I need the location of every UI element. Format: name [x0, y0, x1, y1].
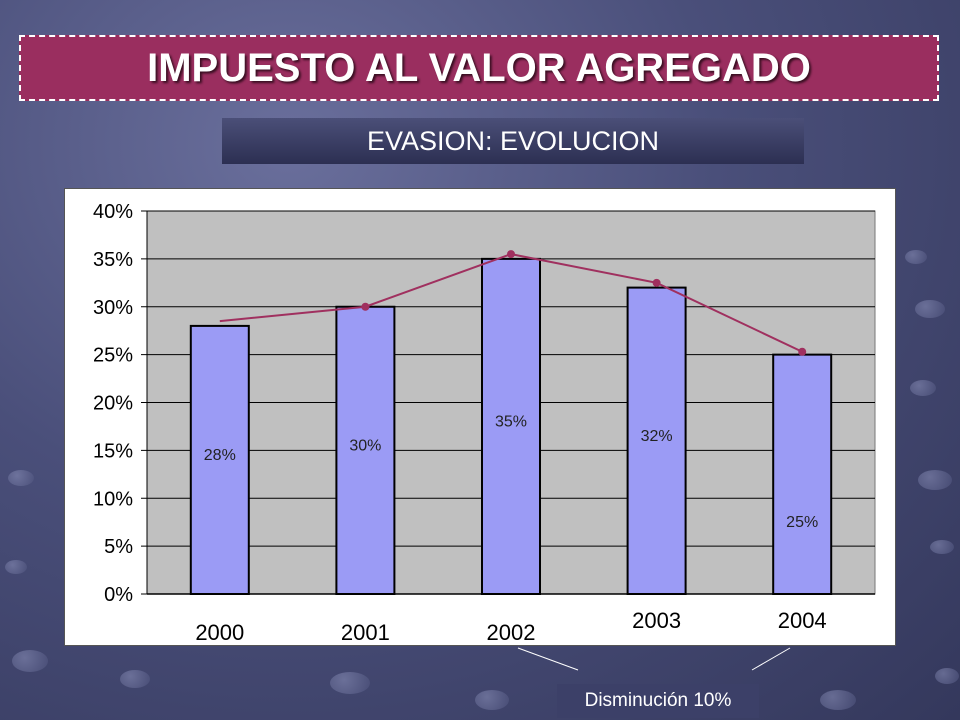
trend-point	[652, 278, 661, 287]
trend-point	[507, 250, 515, 259]
bar-2001	[335, 305, 396, 595]
bar-2004	[772, 353, 833, 595]
y-tick-label: 10%	[93, 488, 133, 510]
decor-bubble	[905, 250, 927, 264]
decor-bubble	[820, 690, 856, 710]
evasion-chart: 0% 5% 10% 15% 20% 25% 30% 35% 40% 28% 2000 30% 2001 3…	[93, 201, 876, 645]
y-tick-label: 0%	[104, 584, 133, 606]
decor-bubble	[5, 560, 27, 574]
x-tick-label: 2004	[778, 608, 827, 633]
y-tick-label: 15%	[93, 440, 133, 462]
decor-bubble	[935, 668, 959, 684]
x-tick-label: 2000	[195, 620, 244, 645]
trend-point	[361, 302, 370, 311]
slide-subtitle: EVASION: EVOLUCION	[222, 118, 804, 164]
decor-bubble	[910, 380, 936, 396]
decor-bubble	[8, 470, 34, 486]
decor-bubble	[475, 690, 509, 710]
decor-bubble	[915, 300, 945, 318]
note-badge: Disminución 10%	[557, 684, 759, 718]
y-tick-label: 5%	[104, 536, 133, 558]
decor-bubble	[120, 670, 150, 688]
decor-bubble	[930, 540, 954, 554]
bar-2002	[481, 257, 541, 595]
y-tick-label: 35%	[93, 249, 133, 271]
decor-bubble	[918, 470, 952, 490]
y-tick-label: 40%	[93, 201, 133, 223]
decor-bubble	[330, 672, 370, 694]
decor-bubble	[12, 650, 48, 672]
data-label: 25%	[786, 514, 818, 531]
data-label: 35%	[495, 413, 527, 430]
y-tick-label: 30%	[93, 297, 133, 319]
chart-frame: 0% 5% 10% 15% 20% 25% 30% 35% 40% 28% 2000 30% 2001 3…	[64, 188, 896, 646]
bar-2000	[189, 324, 250, 595]
x-tick-label: 2001	[341, 620, 390, 645]
data-label: 32%	[641, 428, 673, 445]
data-label: 30%	[349, 437, 381, 454]
connector-line	[751, 647, 791, 671]
connector-line	[517, 647, 579, 671]
y-tick-label: 25%	[93, 345, 133, 367]
data-label: 28%	[204, 447, 236, 464]
y-tick-label: 20%	[93, 393, 133, 415]
x-tick-label: 2002	[487, 620, 536, 645]
slide-title-banner: IMPUESTO AL VALOR AGREGADO	[19, 35, 939, 101]
x-tick-label: 2003	[632, 608, 681, 633]
trend-point	[798, 347, 807, 356]
slide-title: IMPUESTO AL VALOR AGREGADO	[147, 45, 811, 90]
